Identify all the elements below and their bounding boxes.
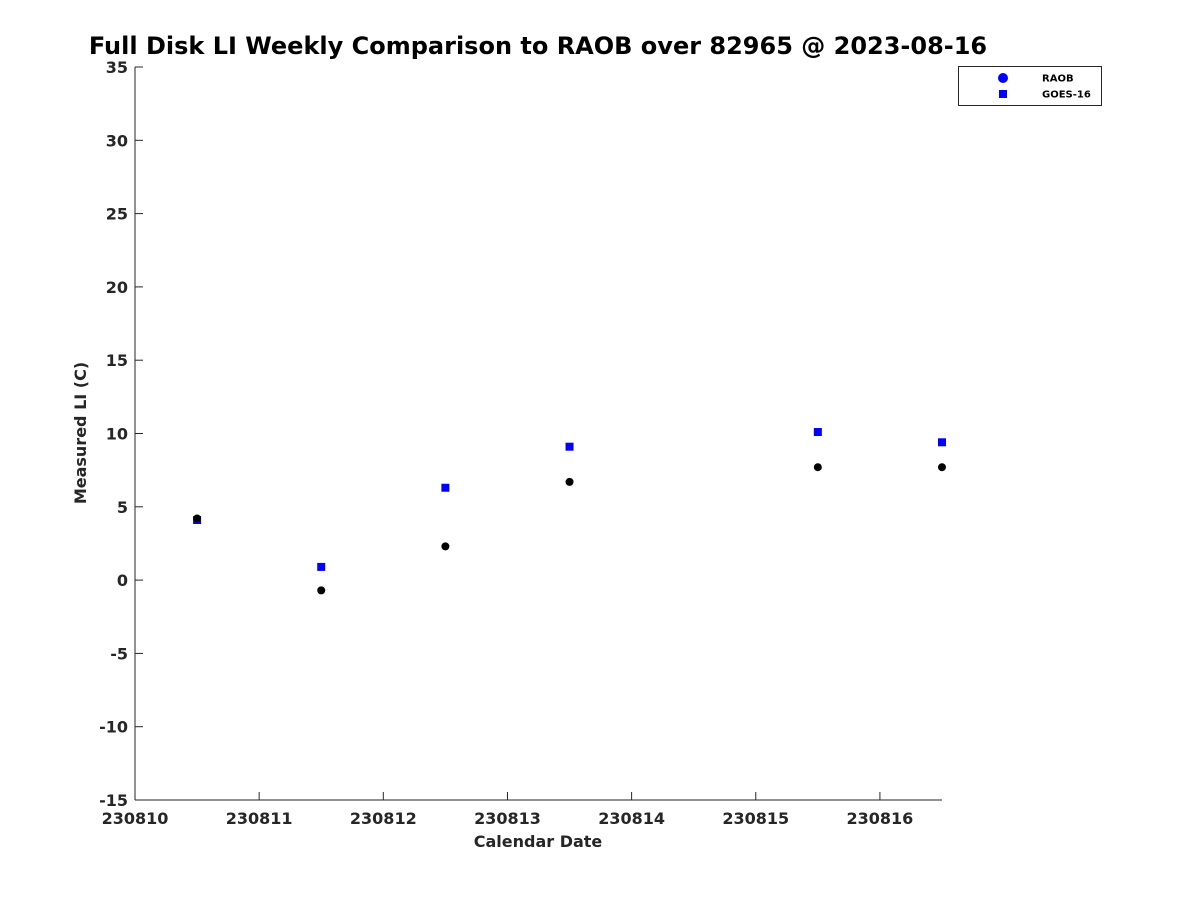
axes xyxy=(134,66,942,801)
x-tick-label: 230810 xyxy=(102,809,169,828)
legend-marker-goes-16 xyxy=(999,90,1007,98)
raob-point xyxy=(317,586,326,595)
y-tick-label: 10 xyxy=(106,425,128,444)
x-tick-label: 230814 xyxy=(598,809,665,828)
y-tick-label: -15 xyxy=(99,791,128,810)
y-tick-label: 20 xyxy=(106,278,128,297)
goes-16-point xyxy=(813,428,822,437)
raob-point xyxy=(813,463,822,472)
raob-point xyxy=(565,477,574,486)
chart-title: Full Disk LI Weekly Comparison to RAOB o… xyxy=(89,32,987,60)
goes-16-point xyxy=(565,442,574,451)
x-tick-label: 230815 xyxy=(722,809,789,828)
y-tick-label: 5 xyxy=(117,498,128,517)
y-tick-label: -5 xyxy=(110,644,128,663)
goes-16-point xyxy=(938,438,946,447)
y-tick-label: 30 xyxy=(106,131,128,150)
y-tick-label: 0 xyxy=(117,571,128,590)
y-axis-label: Measured LI (C) xyxy=(71,362,90,504)
legend-box xyxy=(958,66,1102,106)
x-tick-label: 230816 xyxy=(847,809,914,828)
legend-label-raob: RAOB xyxy=(1042,74,1074,85)
data-points xyxy=(193,428,946,595)
y-tick-label: 35 xyxy=(106,58,128,77)
goes-16-point xyxy=(317,562,326,571)
raob-point xyxy=(441,542,450,551)
goes-16-point xyxy=(441,483,450,492)
tick-labels: -15 -10 -5 0 5 10 15 20 25 30 35 230810 230811 230812… xyxy=(99,58,913,828)
y-tick-label: 25 xyxy=(106,205,128,224)
y-tick-label: 15 xyxy=(106,351,128,370)
y-tick-label: -10 xyxy=(99,718,128,737)
legend-label-goes-16: GOES-16 xyxy=(1042,90,1091,101)
raob-point xyxy=(938,463,946,472)
raob-point xyxy=(193,514,202,523)
x-axis-label: Calendar Date xyxy=(474,832,603,851)
x-tick-label: 230812 xyxy=(350,809,417,828)
legend-marker-raob xyxy=(998,73,1008,83)
x-tick-label: 230811 xyxy=(226,809,293,828)
legend: RAOB GOES-16 xyxy=(958,66,1102,106)
x-tick-label: 230813 xyxy=(474,809,541,828)
